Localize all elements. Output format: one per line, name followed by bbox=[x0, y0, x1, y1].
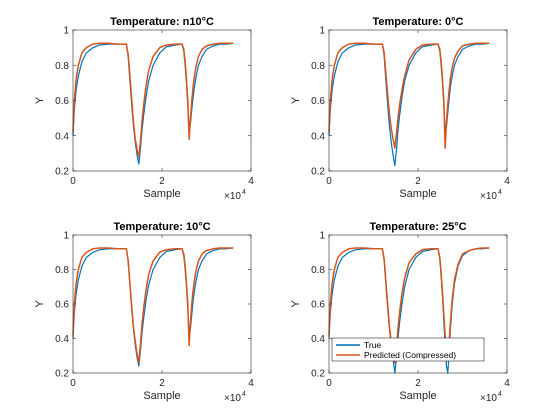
x-tick-label: 0 bbox=[326, 176, 332, 187]
x-tick-label: 4 bbox=[248, 176, 254, 187]
y-tick-label: 0.4 bbox=[311, 334, 325, 345]
y-axis-label: Y bbox=[34, 96, 46, 104]
x-exponent-power: 4 bbox=[498, 391, 502, 398]
x-tick-label: 2 bbox=[159, 176, 165, 187]
y-tick-label: 0.8 bbox=[55, 61, 69, 72]
x-tick-label: 2 bbox=[415, 378, 421, 389]
series-line bbox=[72, 247, 234, 367]
x-exponent-power: 4 bbox=[242, 391, 246, 398]
series-line bbox=[72, 247, 234, 364]
plot-area bbox=[73, 235, 251, 373]
x-exponent-label: ×10 bbox=[224, 191, 241, 202]
x-tick-label: 0 bbox=[70, 378, 76, 389]
x-axis-label: Sample bbox=[399, 390, 436, 402]
x-tick-label: 4 bbox=[248, 378, 254, 389]
series-line bbox=[72, 42, 234, 165]
x-exponent-power: 4 bbox=[242, 189, 246, 196]
y-tick-label: 0.2 bbox=[55, 167, 69, 178]
y-tick-label: 1 bbox=[319, 26, 325, 37]
series-line bbox=[328, 42, 490, 167]
legend-label: True bbox=[364, 340, 381, 350]
x-axis-label: Sample bbox=[143, 188, 180, 200]
y-axis-label: Y bbox=[34, 300, 46, 308]
plot-area bbox=[329, 30, 507, 171]
legend-box bbox=[331, 337, 485, 362]
x-tick-label: 2 bbox=[159, 378, 165, 389]
x-exponent-power: 4 bbox=[498, 189, 502, 196]
series-line bbox=[328, 247, 490, 364]
x-tick-label: 2 bbox=[415, 176, 421, 187]
x-tick-label: 0 bbox=[70, 176, 76, 187]
x-axis-label: Sample bbox=[143, 390, 180, 402]
plot-area bbox=[73, 30, 251, 171]
x-tick-label: 4 bbox=[504, 176, 510, 187]
y-tick-label: 0.8 bbox=[55, 265, 69, 276]
legend-label: Predicted (Compressed) bbox=[364, 350, 456, 360]
y-tick-label: 0.6 bbox=[311, 96, 325, 107]
series-line bbox=[72, 42, 234, 158]
y-tick-label: 1 bbox=[63, 26, 69, 37]
y-tick-label: 0.4 bbox=[55, 131, 69, 142]
x-exponent-label: ×10 bbox=[480, 191, 497, 202]
y-tick-label: 0.8 bbox=[311, 61, 325, 72]
y-tick-label: 0.2 bbox=[55, 369, 69, 380]
y-tick-label: 0.4 bbox=[55, 334, 69, 345]
x-exponent-label: ×10 bbox=[224, 393, 241, 404]
chart-panel: 0.2 0.4 0.6 0.8 1 0 2 4 Temperature: n10°C Sample… bbox=[34, 16, 254, 202]
y-tick-label: 1 bbox=[319, 231, 325, 242]
x-axis-label: Sample bbox=[399, 188, 436, 200]
x-tick-label: 4 bbox=[504, 378, 510, 389]
y-tick-label: 1 bbox=[63, 231, 69, 242]
y-tick-label: 0.6 bbox=[55, 300, 69, 311]
y-tick-label: 0.6 bbox=[55, 96, 69, 107]
chart-panel: 0.2 0.4 0.6 0.8 1 0 2 4 Temperature: 25°C Sample Y… bbox=[290, 221, 510, 404]
y-tick-label: 0.6 bbox=[311, 300, 325, 311]
y-axis-label: Y bbox=[290, 96, 302, 104]
chart-title: Temperature: 0°C bbox=[373, 16, 464, 28]
chart-title: Temperature: n10°C bbox=[110, 16, 214, 28]
y-tick-label: 0.2 bbox=[311, 369, 325, 380]
y-tick-label: 0.4 bbox=[311, 131, 325, 142]
chart-panel: 0.2 0.4 0.6 0.8 1 0 2 4 Temperature: 10°C Sample Y… bbox=[34, 221, 254, 404]
y-axis-label: Y bbox=[290, 300, 302, 308]
chart-title: Temperature: 10°C bbox=[113, 221, 210, 233]
x-exponent-label: ×10 bbox=[480, 393, 497, 404]
y-tick-label: 0.2 bbox=[311, 167, 325, 178]
x-tick-label: 0 bbox=[326, 378, 332, 389]
y-tick-label: 0.8 bbox=[311, 265, 325, 276]
series-line bbox=[328, 42, 490, 149]
chart-title: Temperature: 25°C bbox=[369, 221, 466, 233]
chart-panel: 0.2 0.4 0.6 0.8 1 0 2 4 Temperature: 0°C Sample Y ×… bbox=[290, 16, 510, 202]
